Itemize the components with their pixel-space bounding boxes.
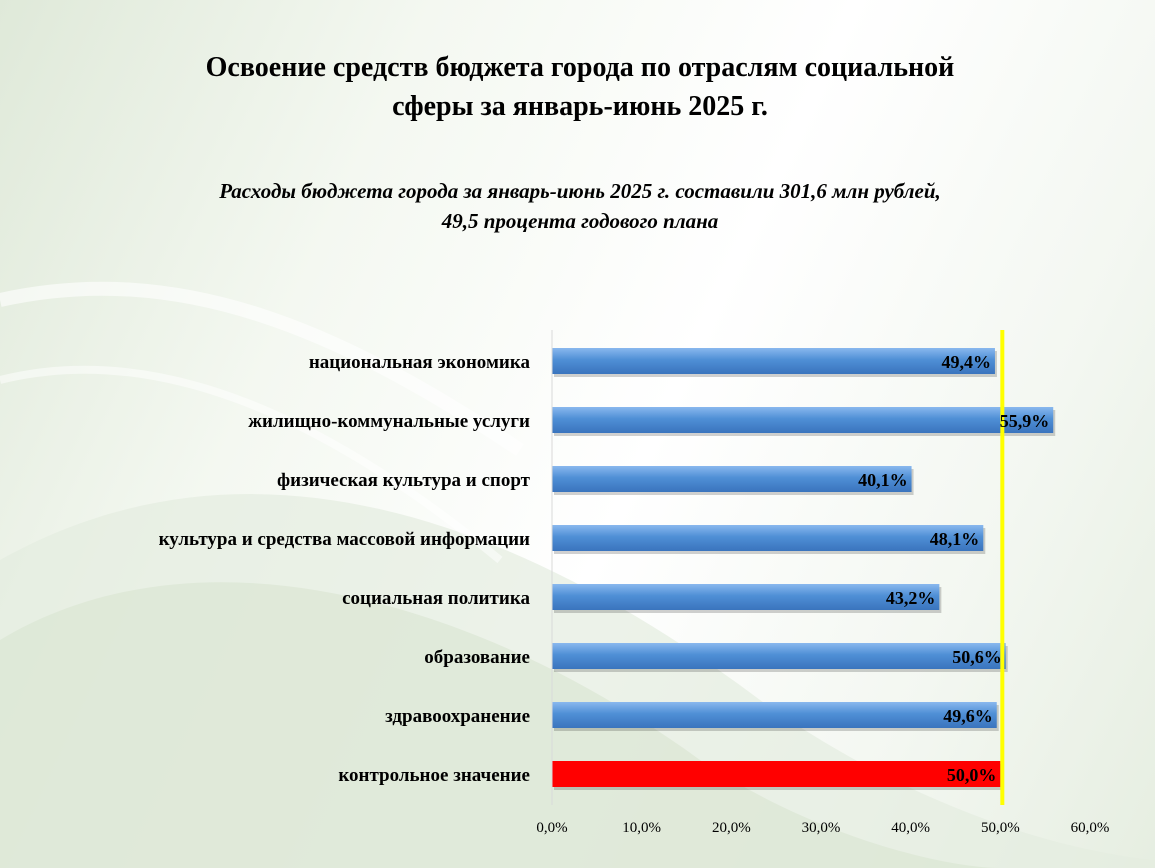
x-tick-label: 30,0% [802,820,841,836]
bar [552,584,940,610]
bars-layer [552,348,1056,790]
bar [552,466,912,492]
category-label: здравоохранение [385,706,530,727]
chart-subtitle-line-1: Расходы бюджета города за январь-июнь 20… [219,179,941,203]
data-label: 40,1% [858,470,908,490]
data-label: 49,4% [941,352,991,372]
x-tick-label: 50,0% [981,820,1020,836]
data-label: 55,9% [1000,411,1050,431]
x-tick-label: 40,0% [891,820,930,836]
category-label: национальная экономика [309,352,531,373]
x-tick-label: 0,0% [536,820,567,836]
bar [552,702,997,728]
category-label: культура и средства массовой информации [159,529,530,550]
bar [552,348,995,374]
data-label: 50,0% [947,765,997,785]
x-tick-label: 60,0% [1071,820,1110,836]
chart-title-line-2: сферы за январь-июнь 2025 г. [392,91,768,122]
data-label: 50,6% [952,647,1002,667]
data-label: 48,1% [930,529,980,549]
chart-subtitle-line-2: 49,5 процента годового плана [441,209,719,233]
chart-subtitle: Расходы бюджета города за январь-июнь 20… [80,176,1080,236]
x-tick-label: 10,0% [622,820,661,836]
data-label: 49,6% [943,706,993,726]
chart-title: Освоение средств бюджета города по отрас… [80,48,1080,126]
chart-title-line-1: Освоение средств бюджета города по отрас… [205,52,955,83]
bar [552,407,1054,433]
data-label: 43,2% [886,588,936,608]
category-label: жилищно-коммунальные услуги [248,411,530,432]
category-label: образование [424,647,530,668]
bar-control-value [552,761,1001,787]
category-label: социальная политика [342,588,530,609]
x-axis-ticks: 0,0% 10,0% 20,0% 30,0% 40,0% 50,0% 60,0% [536,820,1109,836]
bar [552,643,1006,669]
x-tick-label: 20,0% [712,820,751,836]
category-label: физическая культура и спорт [277,470,531,491]
category-label: контрольное значение [338,765,530,786]
bar [552,525,984,551]
labels-layer: национальная экономика 49,4% жилищно-комму… [159,352,1050,786]
